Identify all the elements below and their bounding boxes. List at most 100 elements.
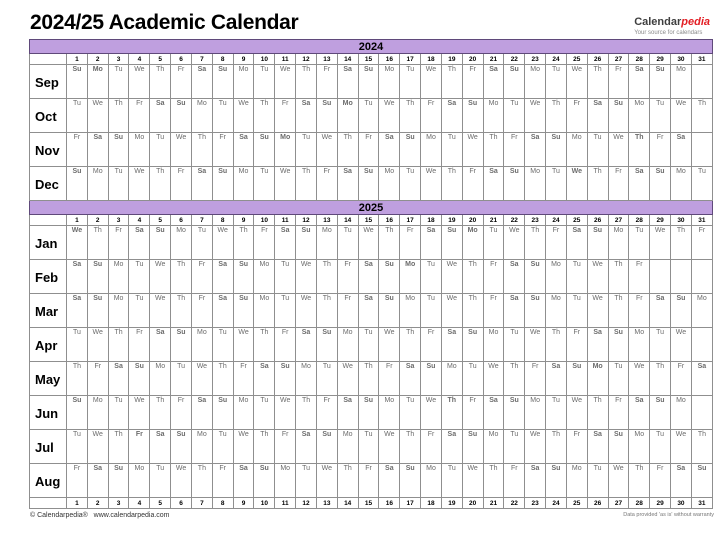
day-cell: Fr — [420, 429, 442, 464]
day-cell: Fr — [357, 132, 380, 167]
day-number-header: 4 — [128, 53, 151, 65]
day-cell: Mo — [482, 98, 505, 133]
day-cell: Mo — [440, 361, 463, 396]
day-cell: Mo — [399, 259, 422, 294]
day-cell: Tu — [440, 463, 463, 498]
day-cell: Fr — [670, 361, 692, 396]
day-cell: Mo — [232, 166, 255, 201]
day-cell: Sa — [295, 429, 317, 464]
day-cell: We — [670, 429, 692, 464]
day-cell: We — [86, 98, 109, 133]
day-number-header: 12 — [295, 497, 317, 509]
copyright-text: © Calendarpedia® — [30, 512, 88, 519]
day-cell: Th — [149, 166, 172, 201]
day-cell: Fr — [211, 463, 234, 498]
footer-website-link[interactable]: www.calendarpedia.com — [93, 512, 170, 519]
day-number-header: 8 — [211, 214, 234, 226]
day-cell: Mo — [607, 225, 630, 260]
day-number-header: 30 — [670, 53, 692, 65]
day-cell: Fr — [628, 259, 651, 294]
day-number-header: 27 — [607, 214, 630, 226]
month-row-dec: Dec Su Mo Tu We Th Fr Sa Su Mo Tu We Th Fr Sa Su Mo Tu We T… — [29, 166, 714, 201]
day-cell: Su — [107, 463, 130, 498]
day-cell: We — [565, 166, 588, 201]
day-cell: Fr — [128, 98, 151, 133]
day-cell: Th — [461, 259, 484, 294]
day-cell: Su — [440, 225, 463, 260]
day-number-header: 14 — [336, 53, 359, 65]
day-cell: We — [295, 293, 317, 328]
day-number-header: 16 — [378, 214, 401, 226]
day-number-header: 3 — [107, 53, 130, 65]
day-cell: Th — [107, 98, 130, 133]
day-cell: We — [274, 166, 297, 201]
day-cell: Mo — [86, 64, 109, 99]
day-number-header: 20 — [461, 214, 484, 226]
day-cell: Fr — [274, 429, 297, 464]
day-cell: Th — [378, 225, 401, 260]
day-cell: Tu — [190, 225, 213, 260]
day-cell: We — [503, 225, 526, 260]
day-cell: Mo — [274, 132, 297, 167]
day-number-header: 5 — [149, 497, 172, 509]
day-cell: We — [524, 429, 547, 464]
day-number-header: 4 — [128, 497, 151, 509]
day-number-header: 31 — [690, 53, 714, 65]
day-cell: Fr — [649, 132, 672, 167]
day-cell: Sa — [482, 395, 505, 430]
day-cell: Mo — [190, 429, 213, 464]
day-number-header: 26 — [586, 214, 609, 226]
day-cell: We — [232, 327, 255, 362]
day-cell: We — [378, 429, 401, 464]
day-number-header: 19 — [440, 214, 463, 226]
day-cell: Su — [66, 395, 88, 430]
day-cell: Mo — [628, 98, 651, 133]
day-cell: We — [170, 463, 192, 498]
day-cell: We — [649, 225, 672, 260]
day-cell: Su — [503, 166, 526, 201]
day-cell: Mo — [170, 225, 192, 260]
day-cell: Sa — [211, 259, 234, 294]
day-cell: We — [440, 293, 463, 328]
day-cell: Sa — [149, 98, 172, 133]
day-cell: Sa — [524, 132, 547, 167]
day-number-header: 4 — [128, 214, 151, 226]
day-number-header: 29 — [649, 497, 672, 509]
day-number-header: 29 — [649, 214, 672, 226]
day-number-header: 12 — [295, 53, 317, 65]
day-cell: We — [315, 463, 338, 498]
day-cell: Tu — [607, 361, 630, 396]
day-cell: Sa — [274, 225, 297, 260]
page-footer: © Calendarpedia® www.calendarpedia.com D… — [30, 512, 714, 519]
day-cell: Fr — [170, 166, 192, 201]
day-cell: Fr — [190, 259, 213, 294]
day-number-header: 23 — [524, 214, 547, 226]
day-cell: Fr — [66, 132, 88, 167]
year-banner-row-2024: 2024 — [29, 39, 713, 54]
day-cell: Tu — [399, 64, 422, 99]
page-header: 2024/25 Academic Calendar Calendarpedia … — [0, 0, 720, 36]
day-cell: Tu — [315, 361, 338, 396]
calendarpedia-logo[interactable]: Calendarpedia Your source for calendars — [634, 11, 710, 36]
day-cell: We — [482, 361, 505, 396]
day-number-header: 21 — [482, 53, 505, 65]
day-number-header: 6 — [170, 53, 192, 65]
day-number-header: 30 — [670, 214, 692, 226]
day-cell: Su — [524, 259, 547, 294]
day-cell: We — [149, 259, 172, 294]
day-cell: Tu — [586, 132, 609, 167]
day-cell: Tu — [149, 132, 172, 167]
day-cell: Tu — [107, 64, 130, 99]
day-cell: Mo — [545, 293, 567, 328]
day-cell: Su — [295, 225, 317, 260]
day-cell: Mo — [524, 166, 547, 201]
empty-day-cell — [690, 327, 714, 362]
day-number-header: 16 — [378, 53, 401, 65]
day-cell: Sa — [66, 259, 88, 294]
month-row-jul: Jul Tu We Th Fr Sa Su Mo Tu We Th Fr Sa Su Mo Tu We Th Fr S… — [29, 429, 714, 464]
day-cell: Su — [211, 166, 234, 201]
day-cell: Mo — [399, 293, 422, 328]
day-number-header: 25 — [565, 214, 588, 226]
day-cell: Su — [128, 361, 151, 396]
day-cell: We — [670, 327, 692, 362]
